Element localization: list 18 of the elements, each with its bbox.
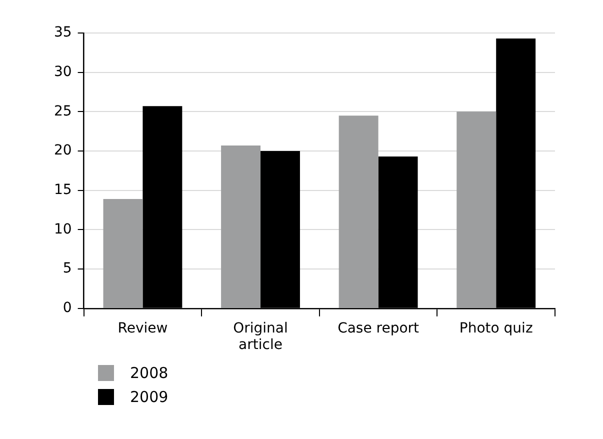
- legend-label: 2008: [130, 364, 168, 382]
- x-tick-label: Original article: [233, 320, 288, 354]
- y-tick-label: 5: [62, 260, 72, 277]
- x-tick-label: Case report: [338, 320, 420, 336]
- y-tick-label: 0: [62, 300, 72, 316]
- y-tick-label: 20: [54, 142, 72, 159]
- y-tick-label: 35: [54, 24, 72, 41]
- legend-label: 2009: [130, 388, 168, 406]
- bar: [103, 199, 143, 308]
- y-tick-label: 25: [54, 103, 72, 120]
- x-tick-label: Photo quiz: [459, 320, 533, 336]
- bar: [221, 146, 261, 308]
- y-tick-label: 10: [54, 221, 72, 238]
- bar: [456, 112, 496, 308]
- bar: [338, 116, 378, 308]
- y-tick-label: 15: [54, 182, 72, 198]
- y-tick-label: 30: [54, 64, 72, 80]
- x-tick-label: Review: [118, 320, 168, 336]
